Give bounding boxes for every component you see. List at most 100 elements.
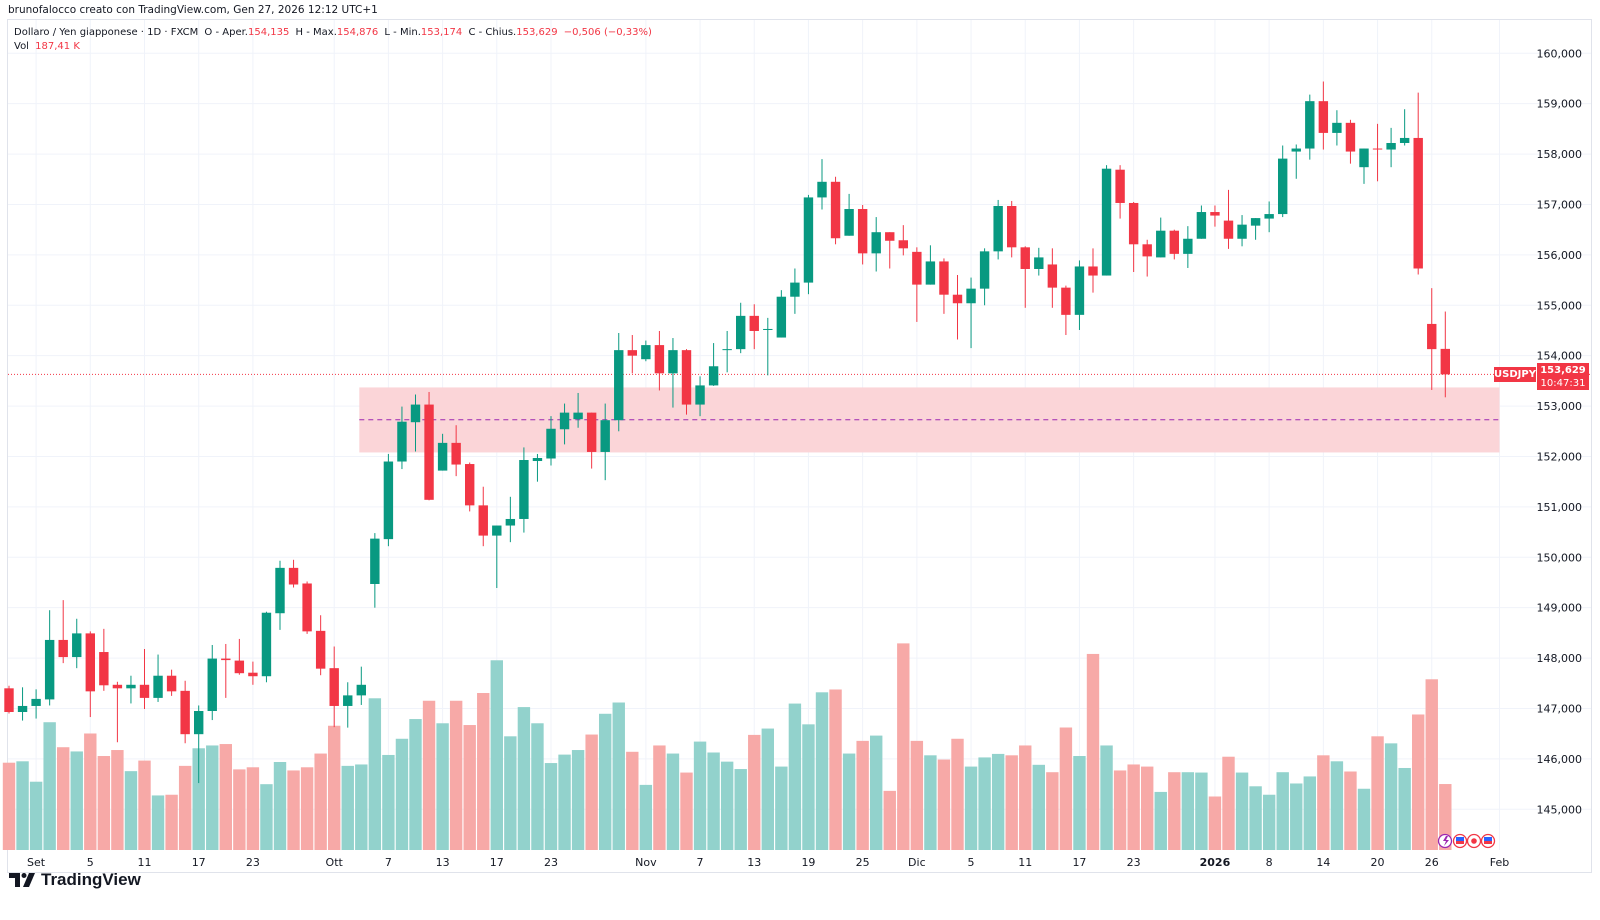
candle-up xyxy=(1196,212,1207,239)
candle-up xyxy=(370,538,380,584)
volume-bar xyxy=(463,725,476,850)
volume-bar xyxy=(70,751,83,850)
time-tick-label: 17 xyxy=(192,856,206,869)
time-tick-label: 8 xyxy=(1266,856,1273,869)
candle-down xyxy=(1345,122,1356,152)
volume-bar xyxy=(57,747,70,850)
candle-down xyxy=(451,442,461,465)
tradingview-logo[interactable]: TradingView xyxy=(9,870,141,890)
volume-bar xyxy=(97,756,111,850)
volume-bar xyxy=(775,766,788,850)
price-axis[interactable]: 145,000 146,000 147,000 148,000 149,000 150,0… xyxy=(1537,47,1583,816)
volume-bar xyxy=(1032,764,1045,850)
volume-bar xyxy=(300,767,314,850)
candle-down xyxy=(1047,264,1058,288)
candle-up xyxy=(979,251,990,289)
volume-bar xyxy=(490,660,503,850)
price-tick-label: 151,000 xyxy=(1537,501,1583,514)
candle-down xyxy=(1223,220,1234,239)
candle-down xyxy=(939,261,949,295)
candle-up xyxy=(600,420,610,452)
volume-label[interactable]: Vol xyxy=(14,41,29,52)
candle-up xyxy=(126,684,136,689)
volume-bar xyxy=(1222,756,1235,850)
volume-bar xyxy=(531,723,544,850)
volume-bar xyxy=(991,753,1005,850)
time-tick-label: 19 xyxy=(801,856,815,869)
candle-down xyxy=(952,294,963,304)
price-tick-label: 150,000 xyxy=(1537,551,1583,564)
time-tick-label: Nov xyxy=(635,856,657,869)
volume-bar xyxy=(897,643,910,850)
time-tick-label: 25 xyxy=(856,856,870,869)
volume-bar xyxy=(1208,796,1222,850)
volume-bar xyxy=(1168,772,1181,850)
candle-up xyxy=(261,612,272,677)
dot-icon[interactable] xyxy=(1466,833,1482,849)
candle-down xyxy=(180,690,190,735)
candle-up xyxy=(546,428,556,459)
candle-up xyxy=(383,461,394,540)
volume-bar xyxy=(246,767,260,850)
time-tick-label: 23 xyxy=(1127,856,1141,869)
volume-bar xyxy=(395,738,409,850)
candle-up xyxy=(17,705,28,713)
candle-up xyxy=(397,421,407,462)
candle-up xyxy=(492,525,502,536)
time-tick-label: 5 xyxy=(87,856,94,869)
time-tick-label: 20 xyxy=(1371,856,1385,869)
candle-down xyxy=(586,412,597,452)
volume-bar xyxy=(1330,761,1344,850)
candle-up xyxy=(275,567,285,614)
candle-down xyxy=(1413,137,1423,269)
flag-canton xyxy=(1484,837,1492,841)
candle-down xyxy=(112,684,123,689)
volume-bar xyxy=(626,751,639,850)
candle-up xyxy=(72,633,82,658)
support-zone[interactable] xyxy=(8,373,1591,453)
volume-bar xyxy=(219,744,232,850)
volume-bar xyxy=(910,740,924,850)
volume-bar xyxy=(1127,764,1140,850)
volume-bar xyxy=(436,723,449,850)
volume-bar xyxy=(1195,772,1208,850)
logo-text: TradingView xyxy=(41,870,141,889)
candle-up xyxy=(1034,257,1044,269)
time-tick-label: 13 xyxy=(436,856,450,869)
candle-up xyxy=(1074,266,1085,315)
volume-bar xyxy=(1357,788,1371,850)
change-value: −0,506 (−0,33%) xyxy=(563,27,652,38)
price-tick-label: 156,000 xyxy=(1537,249,1583,262)
event-markers[interactable] xyxy=(1437,833,1496,849)
price-tick-label: 152,000 xyxy=(1537,450,1583,463)
volume-bar xyxy=(924,755,937,850)
time-tick-label: 13 xyxy=(747,856,761,869)
candle-up xyxy=(1250,218,1261,226)
symbol-description[interactable]: Dollaro / Yen giapponese · 1D · FXCM xyxy=(14,27,199,38)
volume-bar xyxy=(124,771,138,850)
us-flag-icon[interactable] xyxy=(1452,833,1468,849)
legend-row-price: Dollaro / Yen giapponese · 1D · FXCM O -… xyxy=(14,26,655,40)
time-axis[interactable]: Set 5 11 17 23 Ott 7 13 17 23 Nov 7 13 19 25 Dic 5 11 17 23… xyxy=(27,856,1509,869)
open-value: 154,135 xyxy=(247,27,290,38)
candle-up xyxy=(1183,238,1193,254)
volume-bar xyxy=(1303,776,1316,850)
volume-bar xyxy=(653,745,666,850)
volume-bar xyxy=(1059,727,1073,850)
candle-up xyxy=(1359,148,1369,168)
candle-down xyxy=(329,668,339,706)
us-flag-icon[interactable] xyxy=(1480,833,1496,849)
volume-bar xyxy=(1262,794,1276,850)
price-tick-label: 160,000 xyxy=(1537,47,1583,60)
candle-up xyxy=(559,412,570,430)
volume-bar xyxy=(178,765,192,850)
lightning-icon[interactable] xyxy=(1437,833,1453,849)
chart-frame xyxy=(7,19,1592,873)
volume-bar xyxy=(260,784,273,850)
time-tick-label: 11 xyxy=(138,856,152,869)
time-tick-label: 17 xyxy=(1072,856,1086,869)
candle-up xyxy=(1237,224,1247,239)
price-tick-label: 146,000 xyxy=(1537,753,1583,766)
candle-down xyxy=(749,315,759,331)
